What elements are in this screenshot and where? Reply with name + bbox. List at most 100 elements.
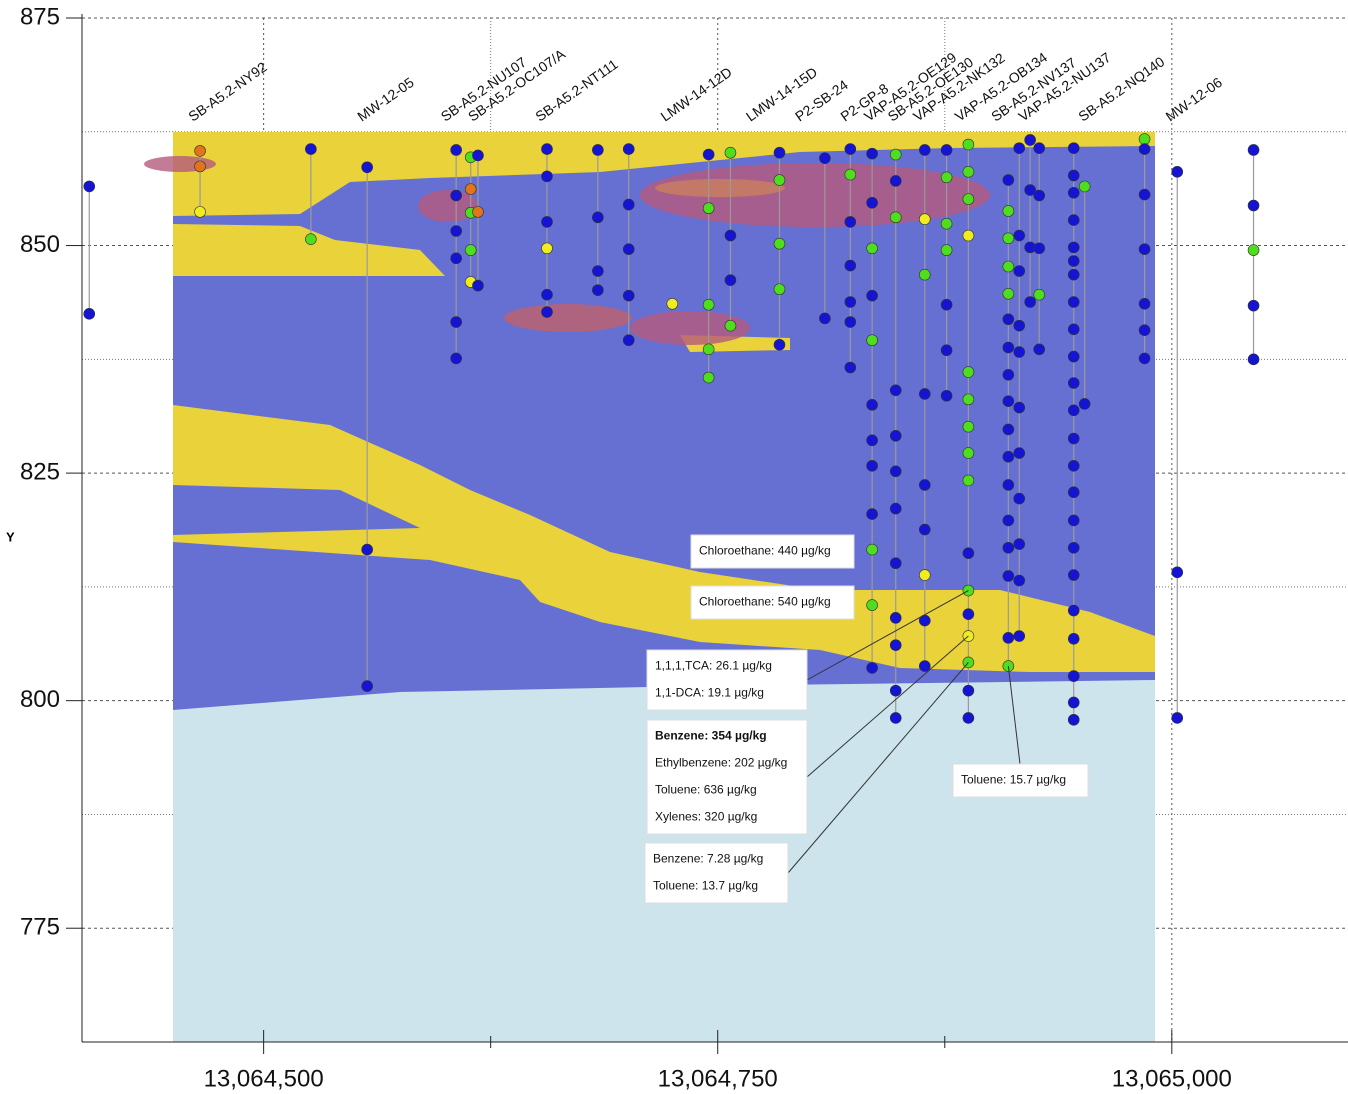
sample-point [890,385,901,396]
sample-point [1068,296,1079,307]
sample-point [867,335,878,346]
sample-point [1068,487,1079,498]
sample-point [890,430,901,441]
sample-point [941,172,952,183]
sample-point [362,681,373,692]
sample-point [1068,714,1079,725]
sample-point [845,169,856,180]
sample-point [1014,575,1025,586]
sample-point [867,148,878,159]
sample-point [1014,402,1025,413]
y-tick-label: 875 [20,3,60,30]
sample-point [1068,570,1079,581]
sample-point [1139,353,1150,364]
sample-point [1003,424,1014,435]
sample-point [1034,344,1045,355]
sample-point [1014,631,1025,642]
sample-point [941,144,952,155]
callout-text: Benzene: 7.28 µg/kg [653,852,763,866]
sample-point [890,712,901,723]
sample-point [541,307,552,318]
sample-point [890,503,901,514]
sample-point [1139,134,1150,145]
sample-point [1068,377,1079,388]
sample-point [84,308,95,319]
sample-point [1003,369,1014,380]
sample-point [867,399,878,410]
sample-point [963,230,974,241]
sample-point [1139,325,1150,336]
sample-point [867,290,878,301]
sample-point [919,269,930,280]
callout-text: Toluene: 15.7 µg/kg [961,773,1066,787]
sample-point [1068,324,1079,335]
sample-point [1003,632,1014,643]
sample-point [1068,433,1079,444]
sample-point [867,243,878,254]
sample-point [1003,233,1014,244]
sample-point [963,448,974,459]
sample-point [592,144,603,155]
callout-text: 1,1-DCA: 19.1 µg/kg [655,686,764,700]
well-label: LMW-14-12D [658,64,735,125]
sample-point [451,190,462,201]
callout-text: 1,1,1,TCA: 26.1 µg/kg [655,659,772,673]
sample-point [1248,144,1259,155]
sample-point [963,609,974,620]
sample-point [941,390,952,401]
sample-point [774,147,785,158]
sample-point [1139,144,1150,155]
sample-point [1025,134,1036,145]
callout-text: Chloroethane: 540 µg/kg [699,595,831,609]
sample-point [1139,244,1150,255]
well-label: SB-A5.2-NY92 [185,59,270,125]
sample-point [890,466,901,477]
sample-point [845,260,856,271]
sample-point [774,175,785,186]
sample-point [1248,245,1259,256]
sample-point [1068,215,1079,226]
sample-point [305,234,316,245]
sample-point [725,320,736,331]
sample-point [1003,479,1014,490]
sample-point [963,394,974,405]
sample-point [1003,515,1014,526]
callout-text: Chloroethane: 440 µg/kg [699,544,831,558]
sample-point [1003,175,1014,186]
sample-point [465,245,476,256]
sample-point [1068,460,1079,471]
sample-point [1003,205,1014,216]
sample-point [867,662,878,673]
sample-point [1014,320,1025,331]
sample-point [1068,242,1079,253]
chart: Y Chloroethane: 440 µg/kgChloroethane: 5… [0,0,1348,1094]
sample-point [592,212,603,223]
sample-point [703,203,714,214]
sample-point [1068,269,1079,280]
sample-point [1014,143,1025,154]
sample-point [963,139,974,150]
sample-point [963,194,974,205]
sample-point [774,284,785,295]
sample-point [1003,542,1014,553]
sample-point [1068,187,1079,198]
sample-point [919,479,930,490]
sample-point [963,166,974,177]
sample-point [1068,351,1079,362]
sample-point [1034,289,1045,300]
sample-point [774,339,785,350]
sample-point [623,290,634,301]
sample-point [963,475,974,486]
sample-point [472,280,483,291]
sample-point [1014,230,1025,241]
sample-point [1068,170,1079,181]
callout-text: Benzene: 354 µg/kg [655,729,767,743]
sample-point [867,197,878,208]
y-tick-label: 825 [20,458,60,485]
sample-point [1068,515,1079,526]
sample-point [451,225,462,236]
x-tick-label: 13,065,000 [1112,1065,1232,1092]
sample-point [667,298,678,309]
sample-point [195,145,206,156]
well-label: MW-12-05 [354,74,417,125]
